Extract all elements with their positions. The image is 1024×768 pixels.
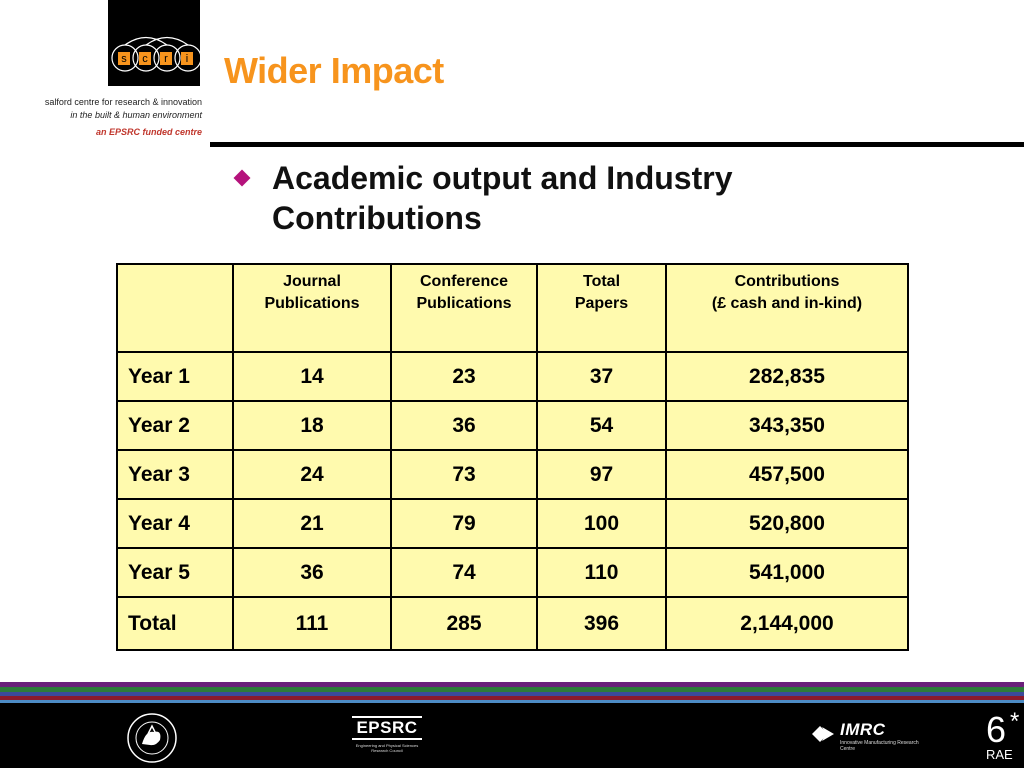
header-cell-total-papers: Total Papers — [536, 263, 667, 353]
bullet-diamond-icon — [233, 169, 251, 187]
header-line: (£ cash and in-kind) — [711, 295, 863, 312]
slide-title: Wider Impact — [224, 50, 444, 91]
table-row: Year 1 14 23 37 282,835 — [116, 351, 909, 402]
imrc-name: IMRC — [840, 720, 886, 739]
conference-cell: 73 — [390, 449, 538, 500]
header-line: Conference — [419, 273, 509, 290]
total-papers-cell: 97 — [536, 449, 667, 500]
contributions-cell: 541,000 — [665, 547, 909, 598]
total-papers-cell: 110 — [536, 547, 667, 598]
imrc-mark-icon — [812, 726, 834, 742]
table-total-row: Total 111 285 396 2,144,000 — [116, 596, 909, 651]
journal-cell: 21 — [232, 498, 392, 549]
epsrc-logo: EPSRC Engineering and Physical Sciences … — [352, 716, 422, 753]
logo-sub-line: in the built & human environment — [70, 110, 202, 120]
journal-cell: 24 — [232, 449, 392, 500]
conference-cell: 74 — [390, 547, 538, 598]
table-header-row: Journal Publications Conference Publicatio… — [116, 263, 909, 353]
conference-total-cell: 285 — [390, 596, 538, 651]
row-label: Year 1 — [116, 351, 234, 402]
logo-letter: c — [142, 53, 148, 65]
epsrc-name: EPSRC — [352, 716, 422, 740]
title-divider — [210, 142, 1024, 147]
contributions-cell: 520,800 — [665, 498, 909, 549]
rae-label: RAE — [986, 747, 1013, 762]
footer-stripe — [0, 696, 1024, 700]
contributions-total-cell: 2,144,000 — [665, 596, 909, 651]
header-line: Journal — [283, 273, 341, 290]
table-row: Year 4 21 79 100 520,800 — [116, 498, 909, 549]
row-label: Year 3 — [116, 449, 234, 500]
header-cell-contributions: Contributions (£ cash and in-kind) — [665, 263, 909, 353]
header-line: Publications — [416, 295, 512, 312]
footer-bar — [0, 703, 1024, 768]
conference-cell: 36 — [390, 400, 538, 451]
rae-grade: 6 — [986, 709, 1007, 750]
table-row: Year 2 18 36 54 343,350 — [116, 400, 909, 451]
header-cell-conference: Conference Publications — [390, 263, 538, 353]
contributions-cell: 457,500 — [665, 449, 909, 500]
contributions-cell: 282,835 — [665, 351, 909, 402]
header-cell-empty — [116, 263, 234, 353]
header-line: Papers — [574, 295, 629, 312]
journal-total-cell: 111 — [232, 596, 392, 651]
journal-cell: 18 — [232, 400, 392, 451]
header-line: Contributions — [734, 273, 840, 290]
epsrc-sub: Engineering and Physical Sciences Resear… — [355, 743, 419, 753]
total-papers-cell: 37 — [536, 351, 667, 402]
table-row: Year 3 24 73 97 457,500 — [116, 449, 909, 500]
total-papers-total-cell: 396 — [536, 596, 667, 651]
publications-table: Journal Publications Conference Publicatio… — [116, 263, 909, 651]
footer-stripe — [0, 687, 1024, 692]
logo-caption: salford centre for research & innovation… — [14, 96, 202, 139]
rae-badge: 6 * RAE — [986, 708, 1024, 762]
journal-cell: 14 — [232, 351, 392, 402]
header-line: Total — [582, 273, 621, 290]
journal-cell: 36 — [232, 547, 392, 598]
logo-letter: r — [164, 53, 168, 65]
header-line: Publications — [264, 295, 360, 312]
rae-star: * — [1010, 708, 1020, 735]
contributions-cell: 343,350 — [665, 400, 909, 451]
footer-stripe — [0, 682, 1024, 687]
header-cell-journal: Journal Publications — [232, 263, 392, 353]
row-label: Year 4 — [116, 498, 234, 549]
conference-cell: 23 — [390, 351, 538, 402]
row-label: Year 5 — [116, 547, 234, 598]
logo-funded-line: an EPSRC funded centre — [95, 127, 202, 137]
logo-org-line: salford centre for research & innovation — [44, 97, 202, 107]
salford-crest-icon — [127, 713, 177, 763]
total-papers-cell: 100 — [536, 498, 667, 549]
total-label: Total — [116, 596, 234, 651]
logo-letter: i — [186, 53, 188, 65]
logo-letter: s — [121, 53, 127, 65]
scri-logo-mark: s c r i — [111, 36, 200, 72]
footer-stripe — [0, 700, 1024, 703]
imrc-sub: Innovative Manufacturing Research Centre — [840, 740, 919, 752]
bullet-text: Academic output and Industry Contributio… — [272, 160, 733, 236]
table-row: Year 5 36 74 110 541,000 — [116, 547, 909, 598]
row-label: Year 2 — [116, 400, 234, 451]
conference-cell: 79 — [390, 498, 538, 549]
total-papers-cell: 54 — [536, 400, 667, 451]
scri-logo: s c r i — [108, 0, 200, 86]
footer-stripe — [0, 692, 1024, 696]
